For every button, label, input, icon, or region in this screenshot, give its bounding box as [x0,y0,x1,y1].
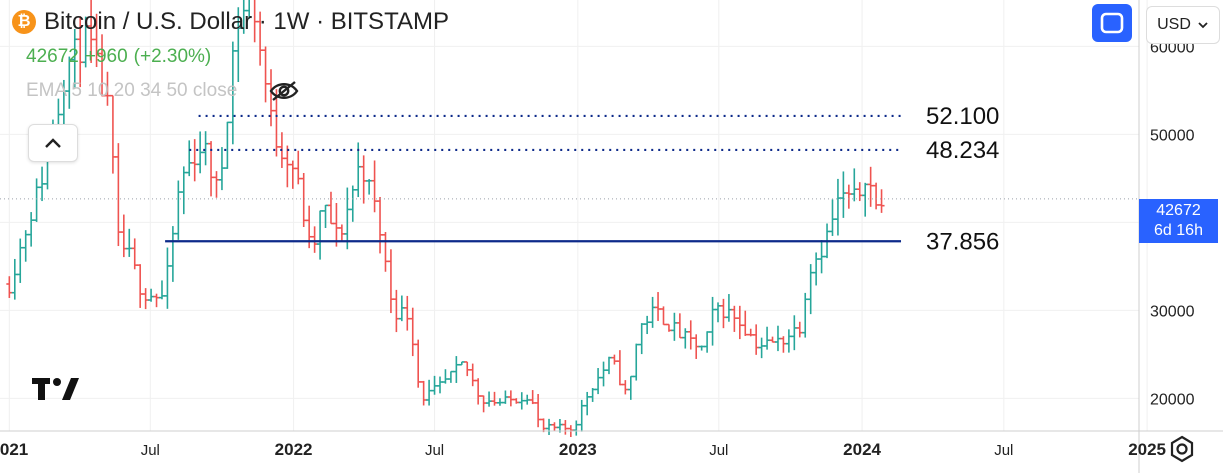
x-tick-label: 2021 [0,440,28,459]
chevron-down-icon [1198,22,1208,29]
last-price-badge: 42672 6d 16h [1139,199,1218,243]
horizontal-grid [0,45,1139,399]
level-label: 37.856 [926,228,999,255]
symbol-title[interactable]: Bitcoin / U.S. Dollar · 1W · BITSTAMP [44,8,449,35]
price-change: +960 [84,46,128,67]
x-tick-label: Jul [709,442,728,459]
bar-countdown: 6d 16h [1154,222,1203,239]
indicator-label[interactable]: EMA 5 10 20 34 50 close [26,80,238,101]
y-tick-label: 30000 [1150,303,1195,320]
currency-label: USD [1157,16,1191,33]
last-price-badge-value: 42672 [1156,202,1201,219]
fullscreen-button[interactable] [1092,4,1132,42]
x-axis: 2021 Jul 2022 Jul 2023 Jul 2024 Jul 2025 [0,430,1223,459]
price-summary: 42672 +960 (+2.30%) [26,46,449,68]
tradingview-logo[interactable] [32,376,80,402]
price-levels: 52.100 48.234 37.856 [0,103,1139,255]
x-tick-label: Jul [425,442,444,459]
symbol-header: ₿ Bitcoin / U.S. Dollar · 1W · BITSTAMP … [12,8,449,102]
settings-icon[interactable] [1168,435,1196,463]
candles [6,0,885,438]
bitcoin-coin-icon[interactable]: ₿ [12,10,36,34]
x-tick-label: 2025 [1128,440,1166,459]
y-tick-label: 50000 [1150,127,1195,144]
x-tick-label: 2022 [275,440,313,459]
x-tick-label: 2024 [843,440,881,459]
level-label: 52.100 [926,103,999,130]
price-change-pct: (+2.30%) [133,46,212,67]
eye-off-icon[interactable] [269,80,299,102]
y-tick-label: 20000 [1150,391,1195,408]
collapse-legend-button[interactable] [28,124,78,162]
last-price: 42672 [26,46,79,67]
indicator-legend[interactable]: EMA 5 10 20 34 50 close [26,80,449,102]
fullscreen-icon [1100,12,1124,34]
level-label: 48.234 [926,137,999,164]
x-tick-label: Jul [141,442,160,459]
x-tick-label: 2023 [559,440,597,459]
currency-selector[interactable]: USD [1146,6,1220,44]
x-tick-label: Jul [994,442,1013,459]
chevron-up-icon [45,138,61,148]
